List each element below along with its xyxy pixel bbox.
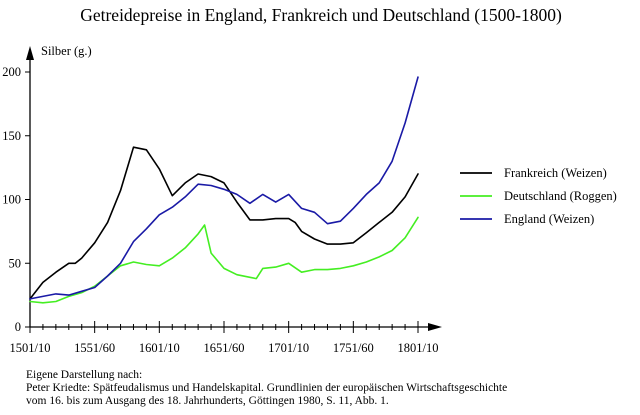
source-line-1: Eigene Darstellung nach: <box>26 369 143 381</box>
source-note: Eigene Darstellung nach: Peter Kriedte: … <box>26 369 507 408</box>
source-line-2: Peter Kriedte: Spätfeudalismus und Hande… <box>26 382 508 394</box>
series-line-england <box>29 76 419 300</box>
y-axis-label: Silber (g.) <box>41 44 92 58</box>
chart-title: Getreidepreise in England, Frankreich un… <box>80 5 562 25</box>
y-tick-label: 100 <box>2 193 21 207</box>
x-axis-arrow <box>428 323 442 331</box>
legend: Frankreich (Weizen) Deutschland (Roggen) E… <box>460 166 617 226</box>
x-tick-label: 1501/10 <box>10 341 51 355</box>
series-layer <box>29 76 419 304</box>
series-line-frankreich <box>29 146 419 300</box>
y-tick-label: 0 <box>15 320 21 334</box>
x-tick-label: 1751/60 <box>333 341 374 355</box>
x-tick-label: 1651/60 <box>204 341 245 355</box>
x-tick-label: 1601/10 <box>139 341 180 355</box>
x-tick-label: 1551/60 <box>74 341 115 355</box>
legend-label-deutschland: Deutschland (Roggen) <box>504 189 617 203</box>
axes: 0 50 100 150 200 1501/10 1551/60 1601/10 1651/60… <box>2 46 442 355</box>
y-axis-arrow <box>26 46 34 60</box>
y-tick-label: 50 <box>9 256 22 270</box>
y-tick-label: 200 <box>2 65 21 79</box>
source-line-3: vom 16. bis zum Ausgang des 18. Jahrhund… <box>26 395 389 407</box>
x-tick-label: 1801/10 <box>398 341 439 355</box>
legend-label-england: England (Weizen) <box>504 212 594 226</box>
legend-label-frankreich: Frankreich (Weizen) <box>504 166 607 180</box>
y-tick-label: 150 <box>2 129 21 143</box>
x-tick-label: 1701/10 <box>268 341 309 355</box>
